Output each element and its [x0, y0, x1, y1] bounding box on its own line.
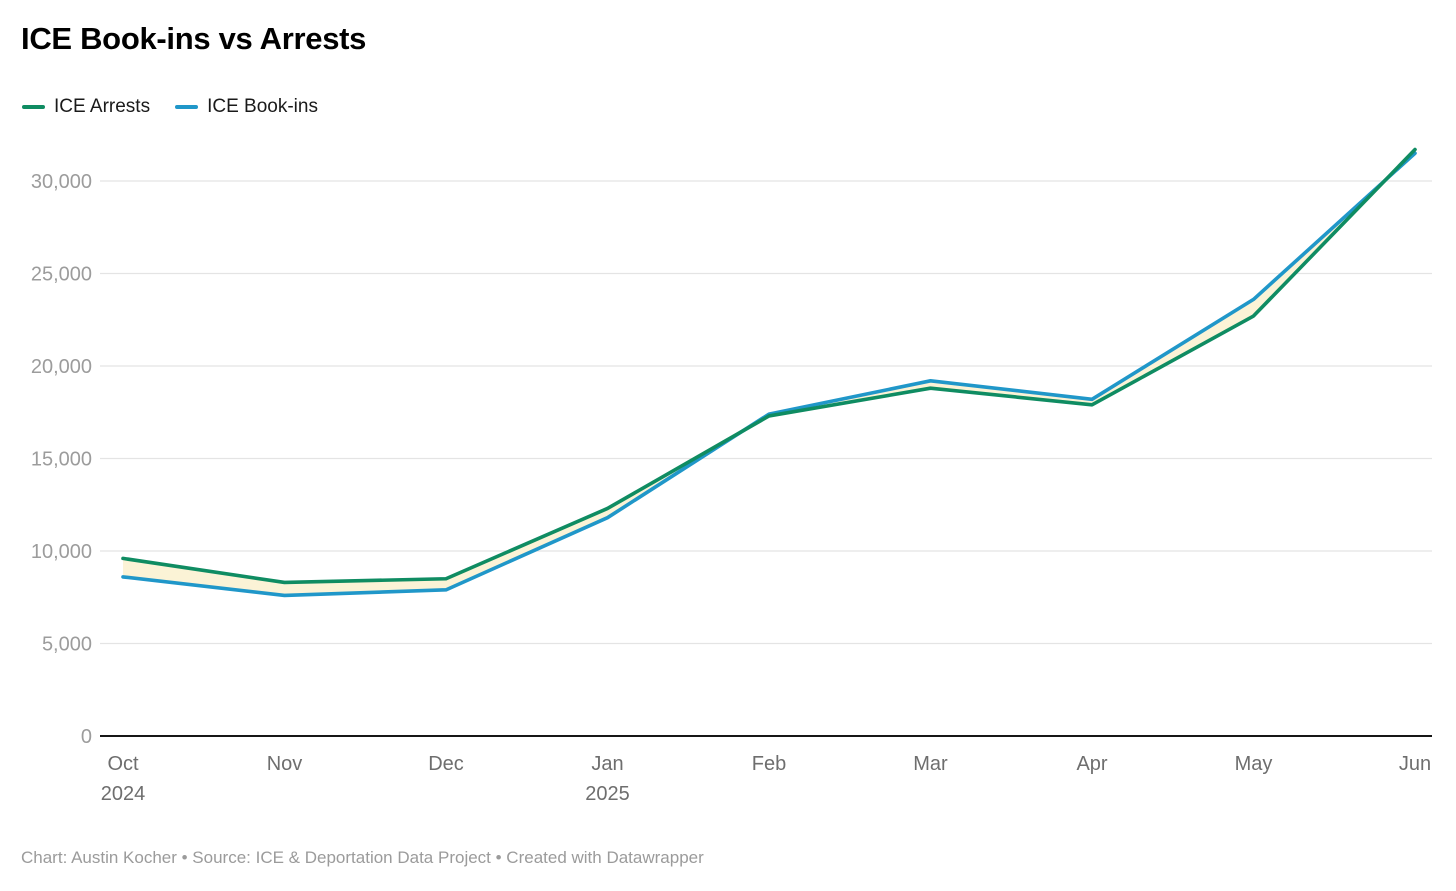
x-tick-label: Feb [752, 753, 786, 775]
x-tick-label: Apr [1076, 753, 1107, 775]
series-line-ice-book-ins [121, 151, 1417, 598]
legend-label-ice-book-ins: ICE Book-ins [207, 96, 318, 117]
x-tick-label: Oct [107, 753, 139, 775]
x-tick-year-label: 2025 [585, 783, 630, 805]
attribution: Chart: Austin Kocher • Source: ICE & Dep… [21, 848, 704, 867]
x-tick-label: Mar [913, 753, 948, 775]
legend: ICE Arrests ICE Book-ins [22, 96, 318, 118]
y-tick-label: 10,000 [31, 541, 92, 563]
y-tick-label: 5,000 [42, 634, 92, 656]
chart-title: ICE Book-ins vs Arrests [21, 21, 367, 56]
legend-item-ice-arrests: ICE Arrests [22, 96, 150, 118]
series-line-ice-arrests [121, 147, 1417, 585]
x-tick-label: Nov [267, 753, 303, 775]
x-tick-year-label: 2024 [101, 783, 146, 805]
fill-between-area [123, 149, 1415, 596]
y-tick-label: 30,000 [31, 171, 92, 193]
x-tick-label: May [1235, 753, 1273, 775]
x-tick-label: Jan [591, 753, 623, 775]
legend-swatch-book-ins-icon [175, 105, 199, 109]
y-tick-label: 15,000 [31, 449, 92, 471]
y-tick-label: 20,000 [31, 356, 92, 378]
legend-swatch-arrests-icon [22, 105, 45, 109]
x-tick-label: Jun [1399, 753, 1431, 775]
legend-label-ice-arrests: ICE Arrests [54, 96, 151, 117]
x-tick-label: Dec [428, 753, 464, 775]
legend-item-ice-book-ins: ICE Book-ins [175, 96, 318, 118]
y-tick-label: 25,000 [31, 264, 92, 286]
y-tick-label: 0 [81, 726, 92, 748]
